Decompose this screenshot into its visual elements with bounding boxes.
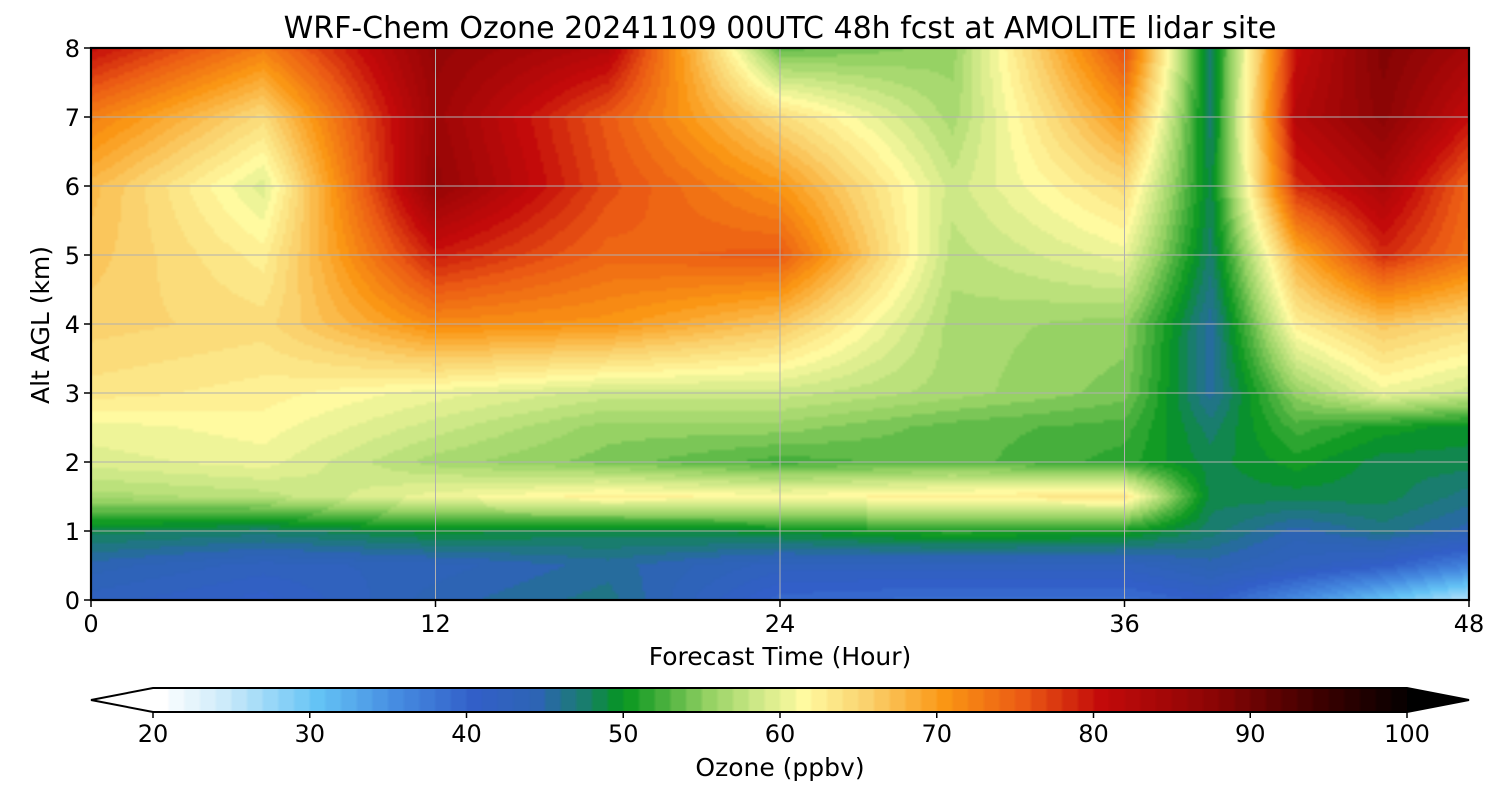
x-tick-label: 24 — [765, 610, 796, 638]
y-tick-label: 8 — [65, 35, 80, 63]
chart-title: WRF-Chem Ozone 20241109 00UTC 48h fcst a… — [284, 11, 1277, 46]
colorbar-tick-label: 50 — [608, 720, 639, 748]
colorbar-extend-low — [91, 688, 153, 712]
y-tick-label: 6 — [65, 173, 80, 201]
y-tick-label: 0 — [65, 587, 80, 615]
colorbar-tick-label: 100 — [1384, 720, 1430, 748]
colorbar-ticks: 20 30 40 50 60 70 80 90 100 — [138, 712, 1430, 748]
y-axis-label: Alt AGL (km) — [26, 246, 55, 404]
x-tick-label: 48 — [1454, 610, 1485, 638]
colorbar-tick-label: 90 — [1235, 720, 1266, 748]
y-tick-label: 3 — [65, 380, 80, 408]
y-tick-label: 5 — [65, 242, 80, 270]
colorbar-tick-label: 70 — [921, 720, 952, 748]
x-axis: 0 12 24 36 48 — [83, 600, 1484, 638]
colorbar-label: Ozone (ppbv) — [695, 753, 864, 782]
colorbar-tick-label: 80 — [1078, 720, 1109, 748]
x-tick-label: 36 — [1109, 610, 1140, 638]
y-axis: 0 1 2 3 4 5 6 7 8 — [65, 35, 91, 615]
y-tick-label: 2 — [65, 449, 80, 477]
colorbar: 20 30 40 50 60 70 80 90 100 Ozone (ppbv) — [90, 687, 1470, 782]
colorbar-tick-label: 40 — [451, 720, 482, 748]
y-tick-label: 7 — [65, 104, 80, 132]
y-tick-label: 4 — [65, 311, 80, 339]
x-tick-label: 12 — [420, 610, 451, 638]
colorbar-tick-label: 30 — [294, 720, 325, 748]
colorbar-gradient — [153, 688, 1407, 712]
colorbar-tick-label: 60 — [765, 720, 796, 748]
colorbar-tick-label: 20 — [138, 720, 169, 748]
heatmap-area — [89, 46, 1471, 602]
x-tick-label: 0 — [83, 610, 98, 638]
colorbar-extend-high — [1407, 688, 1469, 712]
y-tick-label: 1 — [65, 518, 80, 546]
x-axis-label: Forecast Time (Hour) — [649, 642, 912, 671]
